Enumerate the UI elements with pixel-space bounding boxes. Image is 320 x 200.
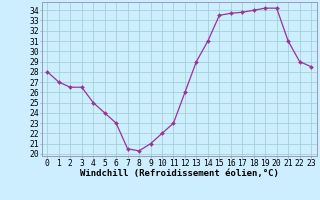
X-axis label: Windchill (Refroidissement éolien,°C): Windchill (Refroidissement éolien,°C): [80, 169, 279, 178]
